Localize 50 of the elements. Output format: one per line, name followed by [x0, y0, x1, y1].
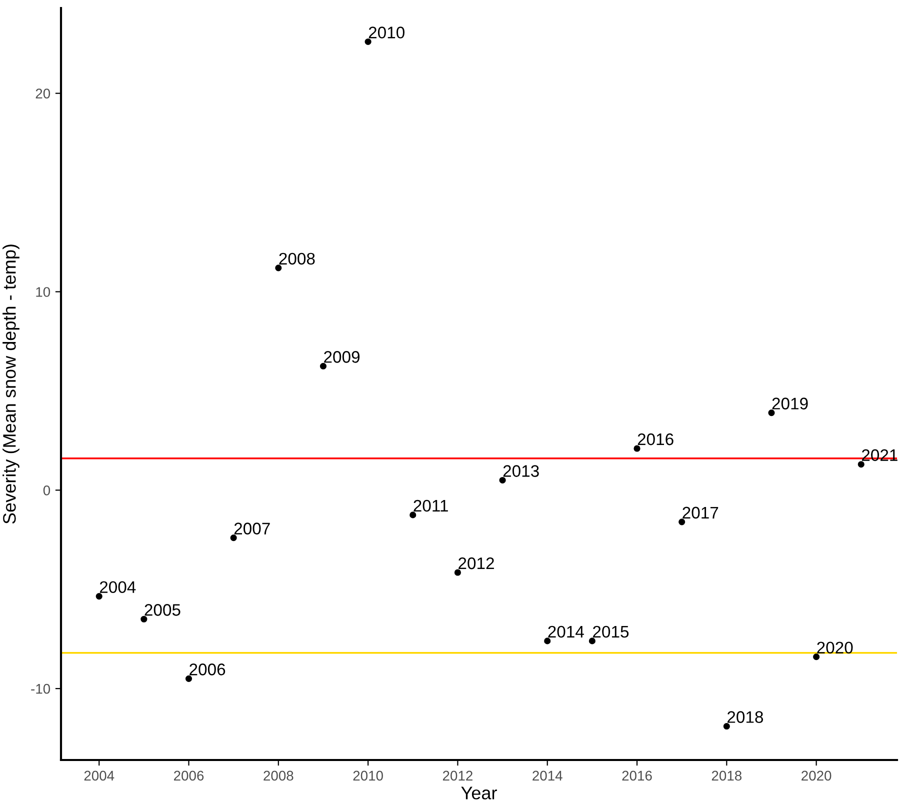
annotation: 2011: [414, 500, 448, 512]
x-tick-label: 2014: [532, 770, 562, 781]
y-tick-label: 0: [43, 485, 50, 496]
point: [588, 638, 596, 644]
point: [858, 461, 864, 468]
x-tick-label: 2016: [622, 770, 652, 781]
annotation: 2012: [458, 557, 494, 570]
annotation: 2017: [682, 506, 718, 519]
annotation: 2009: [324, 351, 360, 363]
annotation: 2014: [548, 626, 584, 638]
x-tick-label: 2018: [712, 770, 742, 781]
x-tick-label: 2004: [84, 770, 114, 781]
point: [499, 476, 506, 484]
point: [320, 362, 327, 370]
annotation: 2010: [368, 26, 404, 38]
x-axis-title: Year: [461, 786, 497, 800]
y-axis-title: Severity (Mean snow depth - temp): [2, 244, 20, 524]
point: [364, 38, 372, 46]
annotation: 2020: [817, 642, 853, 654]
point: [634, 445, 640, 452]
point: [813, 654, 820, 660]
x-tick-label: 2020: [802, 770, 832, 781]
annotation: 2006: [190, 664, 226, 676]
point: [454, 569, 461, 576]
annotation: 2004: [100, 581, 136, 594]
point: [140, 616, 148, 622]
annotation: 2007: [234, 522, 270, 534]
point: [230, 534, 237, 542]
x-tick-label: 2006: [174, 770, 204, 781]
annotation: 2005: [144, 604, 180, 616]
annotation: 2016: [638, 433, 674, 446]
point: [544, 638, 551, 644]
annotation: 2013: [503, 465, 539, 477]
y-tick-label: 10: [36, 287, 50, 297]
x-tick-label: 2012: [442, 770, 472, 781]
point: [678, 518, 686, 526]
y-tick-label: 20: [36, 88, 50, 98]
y-tick-label: -10: [31, 684, 50, 694]
point: [96, 593, 102, 600]
annotation: 2019: [772, 398, 808, 410]
annotation: 2018: [728, 711, 764, 723]
point: [275, 264, 282, 272]
annotation: 2015: [593, 626, 629, 638]
point: [723, 722, 730, 730]
point: [410, 512, 416, 518]
x-tick-label: 2008: [264, 770, 294, 781]
annotation: 2008: [279, 252, 315, 265]
x-tick-label: 2010: [353, 770, 383, 781]
point: [768, 409, 775, 416]
point: [185, 675, 192, 682]
